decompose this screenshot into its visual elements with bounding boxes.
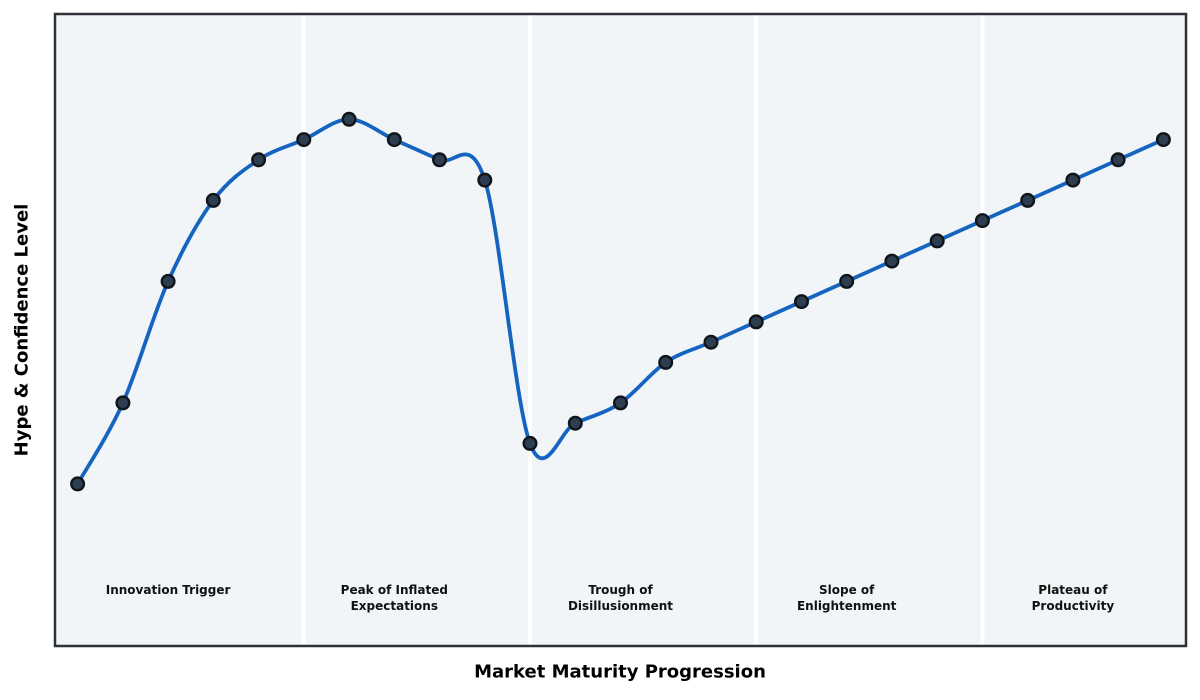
phase-separator: [980, 14, 985, 646]
phase-band: [55, 14, 1186, 646]
data-point-marker: [839, 273, 855, 289]
data-point-marker: [522, 435, 538, 451]
data-point-marker: [1155, 132, 1171, 148]
phase-label: Trough of Disillusionment: [567, 583, 674, 613]
data-point-marker: [115, 395, 131, 411]
data-point-marker: [974, 213, 990, 229]
data-point-marker: [1065, 172, 1081, 188]
phase-separator: [754, 14, 759, 646]
data-point-marker: [658, 354, 674, 370]
data-point-marker: [432, 152, 448, 168]
phase-separator: [528, 14, 533, 646]
data-point-marker: [613, 395, 629, 411]
phase-label: Plateau of Productivity: [1031, 583, 1115, 613]
x-axis-title: Market Maturity Progression: [474, 661, 766, 683]
phase-label: Slope of Enlightenment: [796, 583, 897, 613]
data-point-marker: [794, 294, 810, 310]
phase-label: Peak of Inflated Expectations: [340, 583, 448, 613]
y-axis-title: Hype & Confidence Level: [11, 203, 33, 457]
plot-border: [53, 12, 1188, 648]
data-point-marker: [205, 192, 221, 208]
data-point-marker: [703, 334, 719, 350]
data-point-marker: [929, 233, 945, 249]
data-point-marker: [70, 476, 86, 492]
data-point-marker: [251, 152, 267, 168]
data-point-marker: [477, 172, 493, 188]
data-point-marker: [567, 415, 583, 431]
data-point-marker: [748, 314, 764, 330]
data-point-marker: [884, 253, 900, 269]
data-point-marker: [1110, 152, 1126, 168]
phase-label: Innovation Trigger: [105, 583, 231, 597]
data-point-marker: [386, 132, 402, 148]
data-point-marker: [160, 273, 176, 289]
phase-separator: [301, 14, 306, 646]
data-point-marker: [1020, 192, 1036, 208]
data-point-marker: [296, 132, 312, 148]
data-point-marker: [341, 111, 357, 127]
